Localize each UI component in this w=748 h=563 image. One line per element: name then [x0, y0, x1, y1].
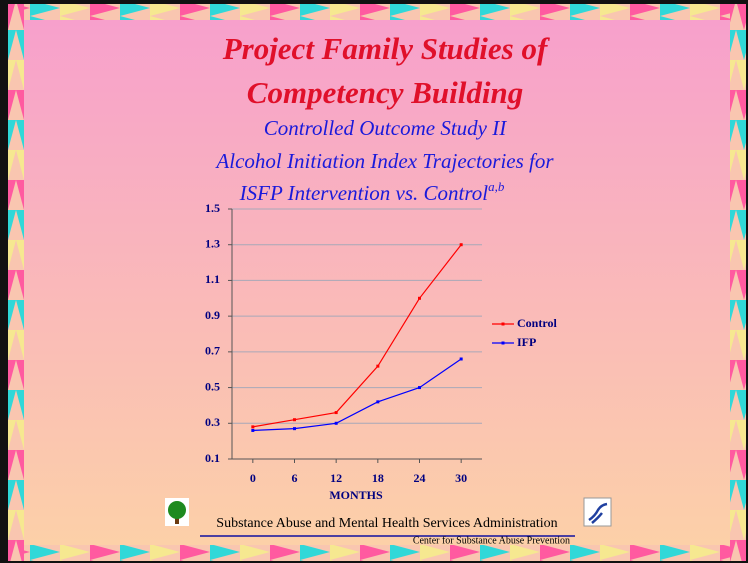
y-tick-label: 1.5: [205, 201, 220, 215]
y-tick-label: 1.1: [205, 272, 220, 286]
border-left: [8, 4, 24, 561]
title-line: Competency Building: [247, 75, 523, 110]
x-tick-label: 18: [372, 471, 384, 485]
border-bottom: [8, 545, 746, 561]
x-tick-label: 30: [455, 471, 467, 485]
border-right: [730, 4, 746, 561]
data-point: [376, 365, 379, 368]
data-point: [335, 411, 338, 414]
title-line: Project Family Studies of: [222, 31, 550, 66]
legend-label: Control: [517, 316, 557, 330]
subtitle-line: ISFP Intervention vs. Controla,b: [239, 179, 505, 205]
y-tick-label: 1.3: [205, 236, 220, 250]
data-point: [460, 358, 463, 361]
subtitle-text: ISFP Intervention vs. Control: [239, 181, 489, 205]
subtitle-superscript: a,b: [488, 179, 505, 194]
x-axis-label: MONTHS: [329, 488, 383, 502]
data-point: [418, 297, 421, 300]
x-tick-label: 24: [414, 471, 426, 485]
x-tick-label: 0: [250, 471, 256, 485]
y-tick-label: 0.1: [205, 451, 220, 465]
data-point: [376, 400, 379, 403]
y-tick-label: 0.7: [205, 344, 220, 358]
y-tick-label: 0.3: [205, 415, 220, 429]
footer-center: Center for Substance Abuse Prevention: [413, 535, 570, 546]
footer-agency: Substance Abuse and Mental Health Servic…: [216, 516, 557, 531]
page: {"chart_data": {"type": "line", "title_l…: [0, 0, 748, 563]
data-point: [251, 425, 254, 428]
slide: Project Family Studies of Competency Bui…: [0, 0, 748, 563]
x-tick-label: 6: [292, 471, 298, 485]
hhs-logo: [584, 498, 611, 526]
y-tick-label: 0.9: [205, 308, 220, 322]
legend-marker: [502, 342, 505, 345]
subtitle-line: Alcohol Initiation Index Trajectories fo…: [214, 149, 554, 173]
y-tick-label: 0.5: [205, 379, 220, 393]
data-point: [418, 386, 421, 389]
subtitle-line: Controlled Outcome Study II: [264, 116, 507, 140]
tree-icon: [165, 498, 189, 526]
legend-label: IFP: [517, 335, 536, 349]
data-point: [251, 429, 254, 432]
data-point: [460, 243, 463, 246]
data-point: [335, 422, 338, 425]
border-top: [8, 4, 746, 20]
data-point: [293, 418, 296, 421]
data-point: [293, 427, 296, 430]
x-tick-label: 12: [330, 471, 342, 485]
legend-marker: [502, 323, 505, 326]
